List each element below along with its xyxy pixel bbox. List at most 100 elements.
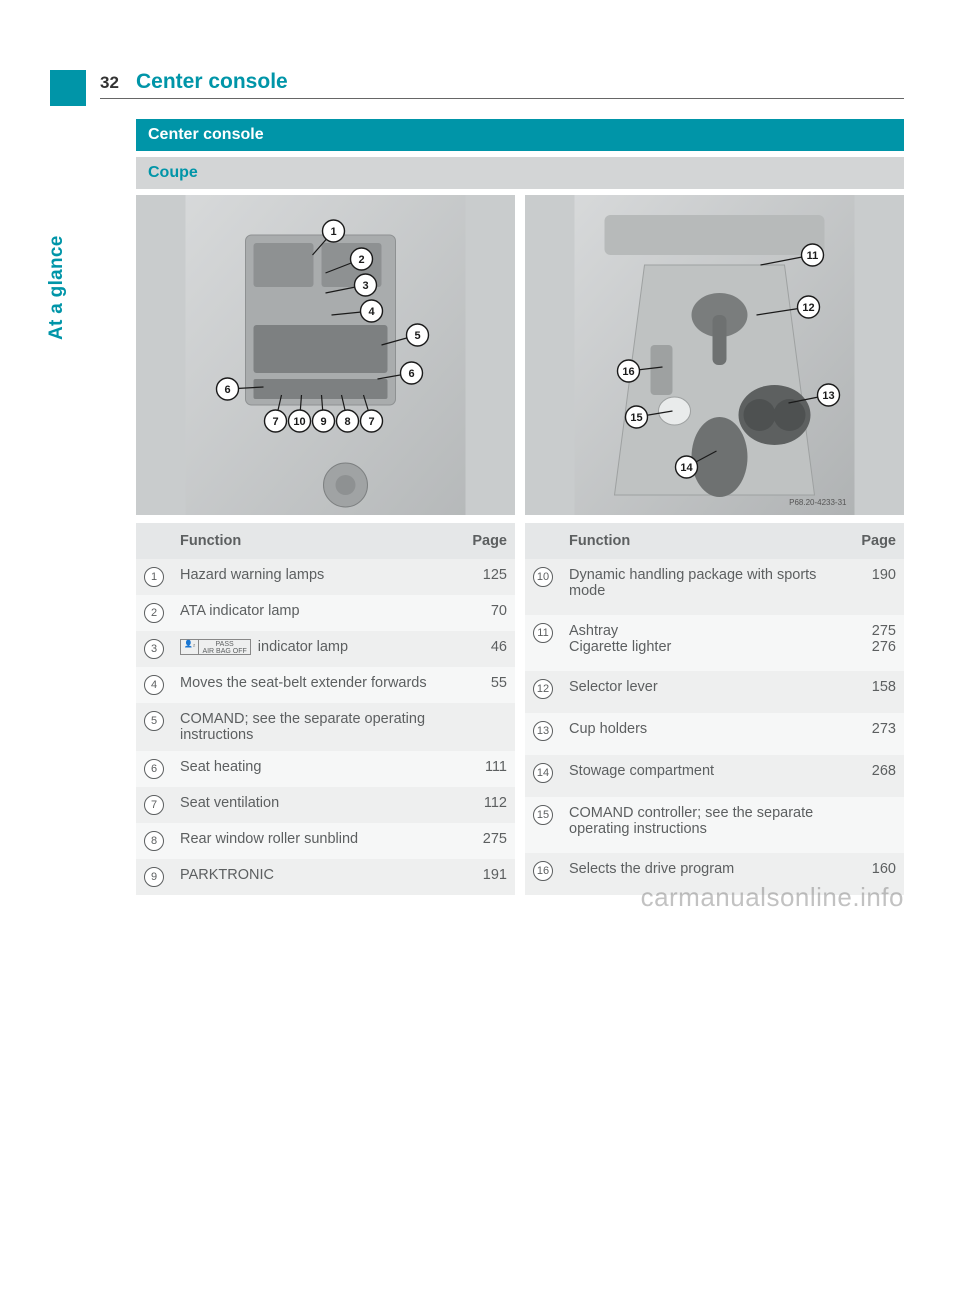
function-cell: 👤₂PASSAIR BAG OFF indicator lamp [172, 631, 459, 667]
content: Center console Coupe [100, 119, 904, 895]
function-cell: Selector lever [561, 671, 848, 713]
callout-number: 2 [358, 254, 364, 266]
callout-number: 9 [320, 416, 326, 428]
table-row: 15 COMAND controller; see the separate op… [525, 797, 904, 853]
callout-marker: 10 [533, 567, 553, 587]
function-cell: COMAND; see the separate operating instr… [172, 703, 459, 751]
page-cell: 112 [459, 787, 515, 823]
callout-marker: 11 [533, 623, 553, 643]
page-cell: 55 [459, 667, 515, 703]
callout-number: 8 [344, 416, 350, 428]
table-row: 7 Seat ventilation112 [136, 787, 515, 823]
page-number: 32 [100, 73, 136, 93]
table-row: 6 Seat heating111 [136, 751, 515, 787]
callout-number: 5 [414, 330, 420, 342]
table-row: 2 ATA indicator lamp70 [136, 595, 515, 631]
page-cell: 190 [848, 559, 904, 615]
th-page: Page [459, 523, 515, 559]
diagram-right: P68.20-4233-31 11 12 16 13 15 14 [525, 195, 904, 515]
callout-number: 6 [224, 384, 230, 396]
table-row: 1 Hazard warning lamps125 [136, 559, 515, 595]
callout-number: 10 [293, 416, 305, 428]
page-cell: 111 [459, 751, 515, 787]
callout-marker: 3 [144, 639, 164, 659]
table-row: 4 Moves the seat-belt extender forwards55 [136, 667, 515, 703]
callout-marker: 13 [533, 721, 553, 741]
table-row: 11 AshtrayCigarette lighter275276 [525, 615, 904, 671]
page-cell: 46 [459, 631, 515, 667]
callout-number: 13 [822, 390, 834, 402]
th-function: Function [561, 523, 848, 559]
table-row: 12 Selector lever158 [525, 671, 904, 713]
callout-marker: 5 [144, 711, 164, 731]
callout-marker: 4 [144, 675, 164, 695]
callout-number: 3 [362, 280, 368, 292]
callout-marker: 16 [533, 861, 553, 881]
side-tab [50, 70, 86, 106]
callout-number: 15 [630, 412, 642, 424]
diagram-left: 1 2 3 4 5 6 6 7 10 9 8 7 [136, 195, 515, 515]
page-cell: 268 [848, 755, 904, 797]
callout-marker: 8 [144, 831, 164, 851]
callout-number: 4 [368, 306, 375, 318]
function-table-left: Function Page 1 Hazard warning lamps125 2A… [136, 523, 515, 895]
page-cell: 70 [459, 595, 515, 631]
page-header: 32 Center console [100, 70, 904, 99]
function-table-right: Function Page 10 Dynamic handling package… [525, 523, 904, 895]
page-cell: 273 [848, 713, 904, 755]
callout-number: 16 [622, 366, 634, 378]
function-cell: Seat ventilation [172, 787, 459, 823]
page-cell [459, 703, 515, 751]
function-cell: Cup holders [561, 713, 848, 755]
table-row: 3 👤₂PASSAIR BAG OFF indicator lamp46 [136, 631, 515, 667]
function-cell: AshtrayCigarette lighter [561, 615, 848, 671]
table-row: 14 Stowage compartment268 [525, 755, 904, 797]
function-cell: Seat heating [172, 751, 459, 787]
callout-marker: 6 [144, 759, 164, 779]
table-row: 13 Cup holders273 [525, 713, 904, 755]
function-cell: Hazard warning lamps [172, 559, 459, 595]
function-cell: Moves the seat-belt extender forwards [172, 667, 459, 703]
callout-number: 11 [807, 250, 819, 262]
callout-marker: 12 [533, 679, 553, 699]
page-cell: 158 [848, 671, 904, 713]
function-cell: PARKTRONIC [172, 859, 459, 895]
page-title: Center console [136, 70, 288, 94]
callout-number: 12 [802, 302, 814, 314]
callout-number: 6 [408, 368, 414, 380]
callout-marker: 15 [533, 805, 553, 825]
th-function: Function [172, 523, 459, 559]
image-watermark: P68.20-4233-31 [789, 498, 847, 507]
callout-marker: 2 [144, 603, 164, 623]
callout-number: 14 [680, 462, 693, 474]
table-row: 9 PARKTRONIC191 [136, 859, 515, 895]
page-cell: 275 [459, 823, 515, 859]
table-row: 10 Dynamic handling package with sports m… [525, 559, 904, 615]
callout-number: 7 [368, 416, 374, 428]
callout-marker: 1 [144, 567, 164, 587]
callout-marker: 14 [533, 763, 553, 783]
callout-marker: 7 [144, 795, 164, 815]
manual-page: At a glance 32 Center console Center con… [0, 0, 960, 935]
callout-number: 1 [330, 226, 336, 238]
page-cell: 275276 [848, 615, 904, 671]
table-row: 5 COMAND; see the separate operating inst… [136, 703, 515, 751]
page-cell: 191 [459, 859, 515, 895]
function-cell: Rear window roller sunblind [172, 823, 459, 859]
image-row: 1234566710987 [136, 195, 904, 515]
function-cell: ATA indicator lamp [172, 595, 459, 631]
callout-marker: 9 [144, 867, 164, 887]
th-page: Page [848, 523, 904, 559]
callout-number: 7 [272, 416, 278, 428]
page-cell: 125 [459, 559, 515, 595]
table-row: 8 Rear window roller sunblind275 [136, 823, 515, 859]
side-label: At a glance [46, 235, 68, 340]
page-cell [848, 797, 904, 853]
tables-row: Function Page 1Hazard warning lamps1252A… [136, 523, 904, 895]
page-watermark: carmanualsonline.info [641, 882, 904, 913]
section-title: Center console [136, 119, 904, 151]
function-cell: Stowage compartment [561, 755, 848, 797]
function-cell: COMAND controller; see the separate oper… [561, 797, 848, 853]
subsection-title: Coupe [136, 157, 904, 189]
function-cell: Dynamic handling package with sports mod… [561, 559, 848, 615]
